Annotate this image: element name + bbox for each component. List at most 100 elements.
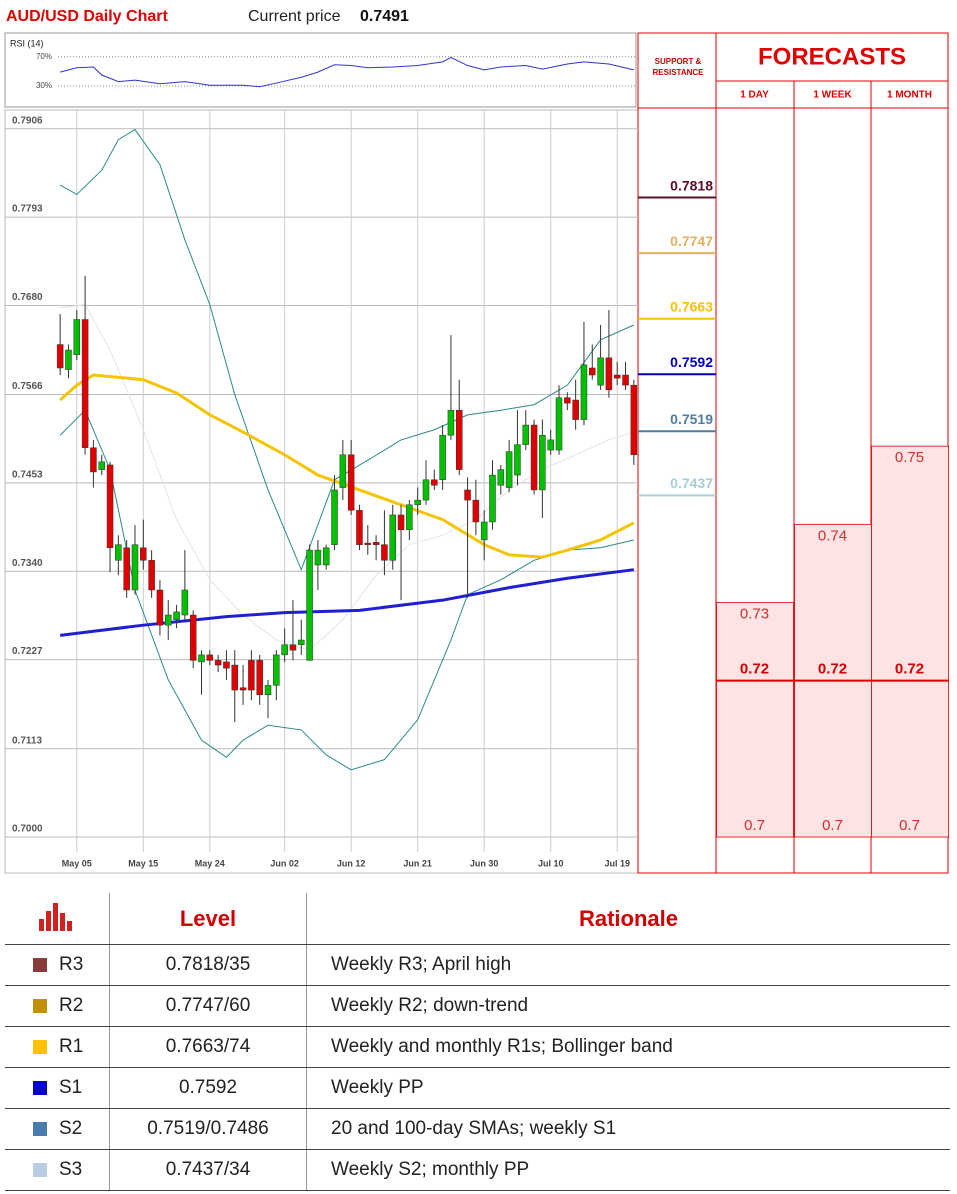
row-label: R3 — [59, 954, 84, 975]
candle-body — [239, 687, 247, 691]
forecast-low: 0.7 — [899, 817, 920, 834]
candle-body — [364, 542, 372, 545]
forecast-range — [871, 445, 949, 838]
candle-body — [439, 434, 446, 481]
row-color — [33, 1121, 47, 1136]
candle-body — [98, 461, 105, 470]
candle-body — [173, 611, 180, 620]
candle-body — [539, 434, 546, 491]
rsi-tick-label: 70% — [36, 52, 52, 61]
horizon-label: 1 DAY — [740, 90, 769, 101]
overlay-line — [59, 568, 635, 637]
candle-body — [248, 660, 255, 691]
x-tick-label: May 15 — [128, 858, 158, 868]
header-rationale: Rationale — [306, 893, 950, 945]
rsi-tick-label: 30% — [36, 81, 52, 90]
candle-body — [422, 479, 430, 501]
candle-body — [339, 454, 347, 488]
row-color — [33, 957, 47, 972]
icon-cell — [5, 893, 110, 945]
row-rationale: Weekly R3; April high — [306, 944, 950, 986]
y-tick-label: 0.7566 — [12, 381, 43, 392]
forecast-low: 0.7 — [822, 817, 843, 834]
forecast-range — [716, 602, 794, 838]
candle-body — [156, 589, 164, 626]
row-label: R1 — [59, 1036, 84, 1057]
candle-body — [223, 661, 230, 669]
price-label: Current price — [248, 8, 341, 25]
candle-body — [264, 685, 272, 696]
overlay-line — [59, 373, 635, 559]
levels-table: Level Rationale R3 0.7818/35 Weekly R3; Ap… — [5, 893, 950, 1191]
forecast-mid-label: 0.72 — [740, 661, 769, 678]
candle-body — [381, 544, 388, 561]
page-title: AUD/USD Daily Chart — [6, 8, 168, 25]
row-rationale: Weekly S2; monthly PP — [306, 1149, 950, 1191]
table-row: R2 0.7747/60 Weekly R2; down-trend — [5, 985, 950, 1027]
candle-body — [356, 510, 363, 545]
row-rationale: 20 and 100-day SMAs; weekly S1 — [306, 1108, 950, 1150]
row-level: 0.7663/74 — [109, 1026, 307, 1068]
table-row: R1 0.7663/74 Weekly and monthly R1s; Bolli… — [5, 1026, 950, 1068]
chart: AUD/USD Daily Chart Current price 0.7491… — [4, 8, 949, 874]
sr-label: 0.7437 — [670, 475, 713, 491]
forecast-mid-label: 0.72 — [895, 661, 924, 678]
candle-body — [56, 344, 64, 369]
candle-body — [331, 489, 338, 545]
candle-body — [630, 384, 638, 456]
overlay-line — [59, 409, 634, 771]
candle-body — [564, 397, 571, 404]
forecast-high: 0.73 — [740, 605, 769, 622]
candle-body — [472, 499, 480, 523]
candle-body — [298, 639, 305, 645]
sr-label: 0.7663 — [670, 298, 713, 314]
candle-body — [547, 439, 554, 451]
row-rationale: Weekly R2; down-trend — [306, 985, 950, 1027]
x-tick-label: Jun 02 — [270, 858, 299, 868]
candle-body — [131, 544, 139, 591]
y-tick-label: 0.7793 — [12, 204, 43, 215]
candle-body — [256, 660, 263, 696]
overlay-line — [59, 128, 635, 572]
horizon-label: 1 WEEK — [813, 90, 852, 101]
row-rationale: Weekly and monthly R1s; Bollinger band — [306, 1026, 950, 1068]
table-row: S1 0.7592 Weekly PP — [5, 1067, 950, 1109]
candle-body — [231, 664, 239, 691]
candle-body — [522, 424, 530, 445]
row-label: S1 — [59, 1077, 83, 1098]
candle-body — [289, 644, 297, 651]
candle-body — [306, 549, 313, 661]
row-label: R2 — [59, 995, 84, 1016]
sr-label: 0.7519 — [670, 411, 713, 427]
row-level: 0.7818/35 — [109, 944, 307, 986]
row-label-cell: S1 — [5, 1067, 110, 1109]
x-tick-label: Jul 19 — [604, 858, 630, 868]
y-tick-label: 0.7000 — [12, 824, 43, 835]
price: 0.7491 — [360, 8, 409, 25]
candle-body — [605, 357, 613, 391]
header-level: Level — [109, 893, 307, 945]
horizon-label: 1 MONTH — [887, 90, 932, 101]
candle-body — [198, 654, 205, 663]
forecasts-title: FORECASTS — [758, 43, 906, 70]
row-rationale: Weekly PP — [306, 1067, 950, 1109]
row-color — [33, 1162, 47, 1177]
candle-body — [206, 654, 214, 661]
candle-body — [372, 542, 380, 545]
row-level: 0.7519/0.7486 — [109, 1108, 307, 1150]
candle-body — [397, 514, 405, 531]
y-tick-label: 0.7227 — [12, 646, 43, 657]
candle-body — [73, 319, 81, 355]
candle-body — [406, 504, 413, 531]
row-level: 0.7437/34 — [109, 1149, 307, 1191]
row-level: 0.7747/60 — [109, 985, 307, 1027]
sr-title: SUPPORT & RESISTANCE — [652, 57, 704, 77]
candle-body — [414, 499, 421, 506]
x-tick-label: Jun 30 — [470, 858, 499, 868]
row-label-cell: R1 — [5, 1026, 110, 1068]
candle-body — [90, 447, 97, 473]
row-level: 0.7592 — [109, 1067, 307, 1109]
y-tick-label: 0.7906 — [12, 115, 43, 126]
candle-body — [389, 514, 396, 561]
